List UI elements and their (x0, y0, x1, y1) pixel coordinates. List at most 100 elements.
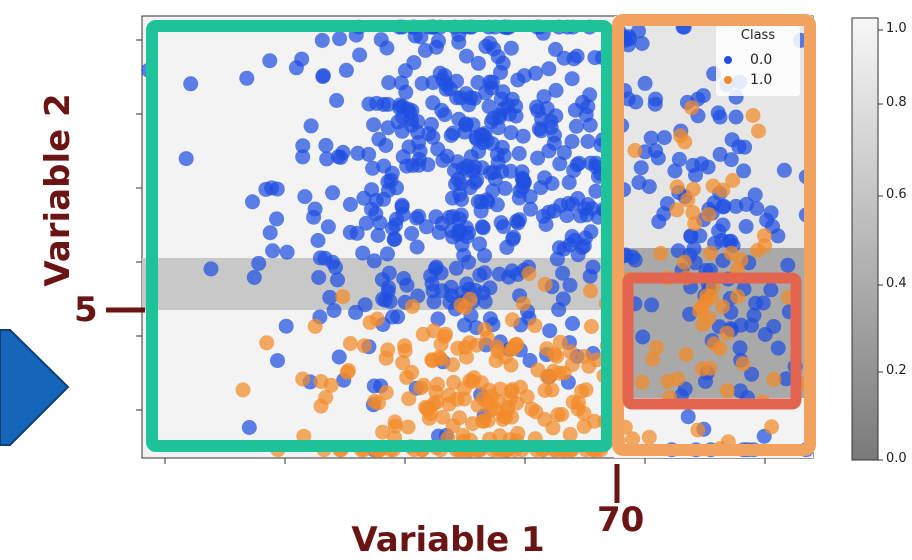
legend-label-0: 0.0 (750, 52, 773, 68)
scatter-point-series-0 (297, 189, 313, 205)
x-threshold-label: 70 (597, 500, 645, 540)
scatter-point-series-0 (357, 297, 373, 313)
scatter-point-series-1 (397, 338, 413, 354)
legend-title: Class (740, 28, 776, 43)
scatter-point-series-1 (313, 374, 329, 389)
scatter-point-series-1 (415, 326, 431, 342)
scatter-point-series-0 (477, 248, 492, 263)
scatter-point-series-0 (712, 146, 728, 162)
scatter-point-series-1 (564, 357, 580, 373)
scatter-point-series-0 (448, 260, 464, 276)
scatter-point-series-1 (446, 374, 462, 390)
scatter-point-series-1 (685, 205, 701, 221)
scatter-point-series-0 (736, 163, 752, 179)
scatter-point-series-0 (755, 295, 771, 311)
scatter-point-series-0 (350, 145, 366, 161)
scatter-point-series-0 (371, 131, 387, 147)
scatter-point-series-0 (620, 37, 636, 53)
scatter-point-series-0 (414, 76, 430, 91)
scatter-point-series-0 (680, 409, 696, 425)
scatter-point-series-0 (379, 246, 395, 262)
colorbar-ticks (878, 29, 883, 461)
scatter-point-series-0 (412, 143, 428, 159)
scatter-point-series-0 (728, 109, 744, 125)
scatter-point-series-0 (361, 146, 377, 162)
scatter-point-series-0 (770, 228, 786, 244)
scatter-point-series-0 (329, 93, 345, 108)
scatter-point-series-0 (505, 231, 521, 247)
scatter-point-series-1 (634, 374, 650, 390)
scatter-point-series-1 (515, 296, 531, 312)
scatter-point-series-0 (537, 170, 553, 186)
scatter-point-series-0 (258, 181, 274, 197)
scatter-point-series-0 (342, 197, 358, 212)
scatter-point-series-0 (732, 383, 748, 399)
scatter-point-series-0 (536, 89, 552, 105)
scatter-point-series-0 (314, 32, 330, 48)
scatter-point-series-1 (725, 173, 741, 188)
scatter-point-series-1 (694, 361, 710, 377)
scatter-point-series-0 (568, 118, 584, 134)
scatter-point-series-1 (307, 318, 323, 334)
scatter-point-series-0 (776, 162, 792, 178)
colorbar-tick-2: 0.4 (886, 276, 907, 291)
scatter-point-series-0 (631, 175, 647, 190)
scatter-point-series-1 (459, 349, 474, 365)
scatter-point-series-0 (183, 76, 199, 92)
legend-marker-0 (724, 56, 732, 64)
scatter-point-series-0 (269, 211, 285, 227)
scatter-point-series-0 (373, 32, 389, 48)
scatter-point-series-0 (635, 329, 651, 345)
scatter-point-series-1 (428, 384, 444, 400)
scatter-point-series-0 (270, 353, 285, 369)
scatter-point-series-1 (519, 389, 535, 405)
scatter-point-series-1 (670, 371, 686, 387)
scatter-point-series-0 (409, 210, 425, 226)
scatter-point-series-0 (473, 194, 489, 210)
scatter-point-series-0 (732, 340, 748, 356)
scatter-point-series-0 (531, 121, 547, 137)
scatter-point-series-0 (318, 137, 334, 153)
scatter-point-series-0 (454, 192, 469, 207)
scatter-point-series-1 (435, 409, 451, 425)
scatter-point-series-0 (667, 163, 683, 179)
scatter-point-series-0 (475, 285, 491, 301)
scatter-point-series-0 (444, 288, 460, 304)
scatter-point-series-1 (706, 336, 722, 352)
scatter-point-series-0 (628, 94, 644, 110)
scatter-point-series-0 (559, 208, 575, 224)
scatter-point-series-0 (700, 159, 716, 175)
scatter-point-series-0 (710, 105, 726, 121)
scatter-point-series-0 (450, 172, 466, 187)
scatter-point-series-0 (366, 253, 382, 269)
scatter-point-series-0 (404, 226, 420, 241)
scatter-point-series-0 (472, 236, 487, 252)
scatter-point-series-0 (511, 146, 527, 161)
scatter-point-series-0 (766, 319, 782, 334)
scatter-point-series-1 (576, 419, 592, 434)
scatter-point-series-0 (380, 284, 396, 300)
scatter-point-series-0 (395, 109, 411, 125)
scatter-point-series-0 (631, 23, 646, 39)
scatter-point-series-0 (530, 150, 546, 166)
scatter-point-series-1 (475, 413, 491, 429)
scatter-point-series-0 (516, 175, 532, 191)
colorbar-tick-0: 0.0 (886, 451, 907, 466)
scatter-point-series-1 (259, 335, 275, 351)
scatter-point-series-0 (376, 191, 391, 207)
scatter-point-series-0 (564, 134, 580, 149)
scatter-point-series-1 (701, 207, 717, 223)
scatter-point-series-1 (455, 427, 471, 443)
scatter-point-series-1 (521, 266, 537, 281)
scatter-point-series-0 (587, 50, 603, 66)
scatter-point-series-0 (644, 297, 660, 313)
scatter-point-series-0 (311, 270, 327, 285)
scatter-point-series-1 (401, 391, 417, 407)
scatter-point-series-1 (399, 369, 415, 385)
scatter-point-series-1 (400, 419, 416, 435)
scatter-point-series-1 (550, 407, 566, 423)
scatter-point-series-0 (295, 138, 311, 154)
scatter-point-series-0 (561, 174, 577, 190)
scatter-point-series-1 (669, 179, 685, 195)
scatter-point-series-0 (542, 323, 558, 339)
